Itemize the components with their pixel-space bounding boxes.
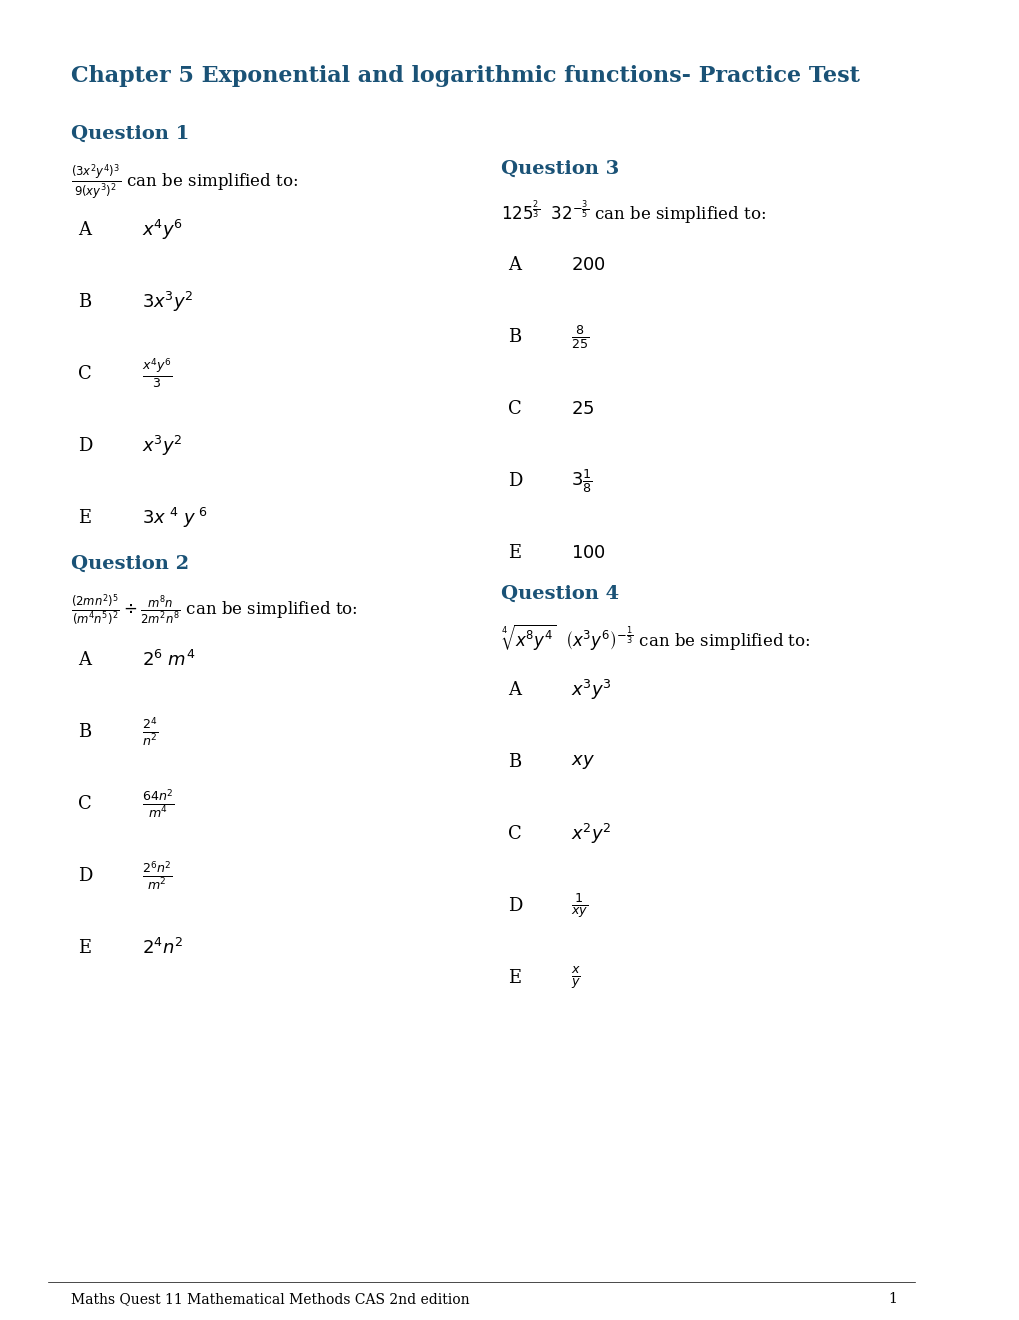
Text: $\sqrt[4]{x^8y^4}\ \ \left(x^3y^6\right)^{-\frac{1}{3}}$ can be simplified to:: $\sqrt[4]{x^8y^4}\ \ \left(x^3y^6\right)…	[500, 623, 809, 653]
Text: B: B	[78, 293, 92, 312]
Text: Maths Quest 11 Mathematical Methods CAS 2nd edition: Maths Quest 11 Mathematical Methods CAS …	[70, 1292, 469, 1305]
Text: E: E	[507, 969, 521, 987]
Text: $3x^{\ 4}\ y^{\ 6}$: $3x^{\ 4}\ y^{\ 6}$	[142, 506, 208, 531]
Text: B: B	[78, 723, 92, 741]
Text: $x^4y^6$: $x^4y^6$	[142, 218, 182, 242]
Text: $\frac{8}{25}$: $\frac{8}{25}$	[571, 323, 589, 351]
Text: Chapter 5 Exponential and logarithmic functions- Practice Test: Chapter 5 Exponential and logarithmic fu…	[70, 65, 859, 87]
Text: B: B	[507, 327, 521, 346]
Text: Question 2: Question 2	[70, 554, 189, 573]
Text: $100$: $100$	[571, 544, 606, 562]
Text: $\frac{x^4y^6}{3}$: $\frac{x^4y^6}{3}$	[142, 356, 172, 391]
Text: $25$: $25$	[571, 400, 594, 418]
Text: A: A	[78, 220, 92, 239]
Text: $\frac{1}{xy}$: $\frac{1}{xy}$	[571, 891, 588, 920]
Text: D: D	[78, 437, 93, 455]
Text: Question 4: Question 4	[500, 585, 619, 603]
Text: $\frac{(2mn^2)^5}{(m^4n^5)^2} \div \frac{m^8n}{2m^2n^8}$ can be simplified to:: $\frac{(2mn^2)^5}{(m^4n^5)^2} \div \frac…	[70, 593, 357, 628]
Text: E: E	[78, 939, 92, 957]
Text: A: A	[507, 681, 521, 700]
Text: C: C	[78, 366, 92, 383]
Text: D: D	[507, 473, 522, 490]
Text: A: A	[507, 256, 521, 275]
Text: $x^2y^2$: $x^2y^2$	[571, 822, 611, 846]
Text: C: C	[78, 795, 92, 813]
Text: $x^3y^2$: $x^3y^2$	[142, 434, 182, 458]
Text: $x^3y^3$: $x^3y^3$	[571, 678, 611, 702]
Text: C: C	[507, 400, 522, 418]
Text: E: E	[507, 544, 521, 562]
Text: B: B	[507, 752, 521, 771]
Text: $125^{\frac{2}{3}}\ \ 32^{-\frac{3}{5}}$ can be simplified to:: $125^{\frac{2}{3}}\ \ 32^{-\frac{3}{5}}$…	[500, 198, 765, 226]
Text: $\frac{(3x^2y^4)^3}{9(xy^3)^2}$ can be simplified to:: $\frac{(3x^2y^4)^3}{9(xy^3)^2}$ can be s…	[70, 162, 298, 202]
Text: $3\frac{1}{8}$: $3\frac{1}{8}$	[571, 467, 592, 495]
Text: E: E	[78, 510, 92, 527]
Text: C: C	[507, 825, 522, 843]
Text: $2^4n^2$: $2^4n^2$	[142, 939, 182, 958]
Text: $\frac{2^6n^2}{m^2}$: $\frac{2^6n^2}{m^2}$	[142, 859, 172, 892]
Text: Question 3: Question 3	[500, 160, 619, 178]
Text: D: D	[78, 867, 93, 884]
Text: 1: 1	[888, 1292, 897, 1305]
Text: $3x^3y^2$: $3x^3y^2$	[142, 290, 194, 314]
Text: $\frac{64n^2}{m^4}$: $\frac{64n^2}{m^4}$	[142, 787, 174, 821]
Text: $xy$: $xy$	[571, 752, 595, 771]
Text: D: D	[507, 898, 522, 915]
Text: $\frac{2^4}{n^2}$: $\frac{2^4}{n^2}$	[142, 715, 158, 748]
Text: $2^6\ m^4$: $2^6\ m^4$	[142, 649, 195, 671]
Text: A: A	[78, 651, 92, 669]
Text: $\frac{x}{y}$: $\frac{x}{y}$	[571, 965, 581, 991]
Text: Question 1: Question 1	[70, 125, 190, 143]
Text: $200$: $200$	[571, 256, 606, 275]
